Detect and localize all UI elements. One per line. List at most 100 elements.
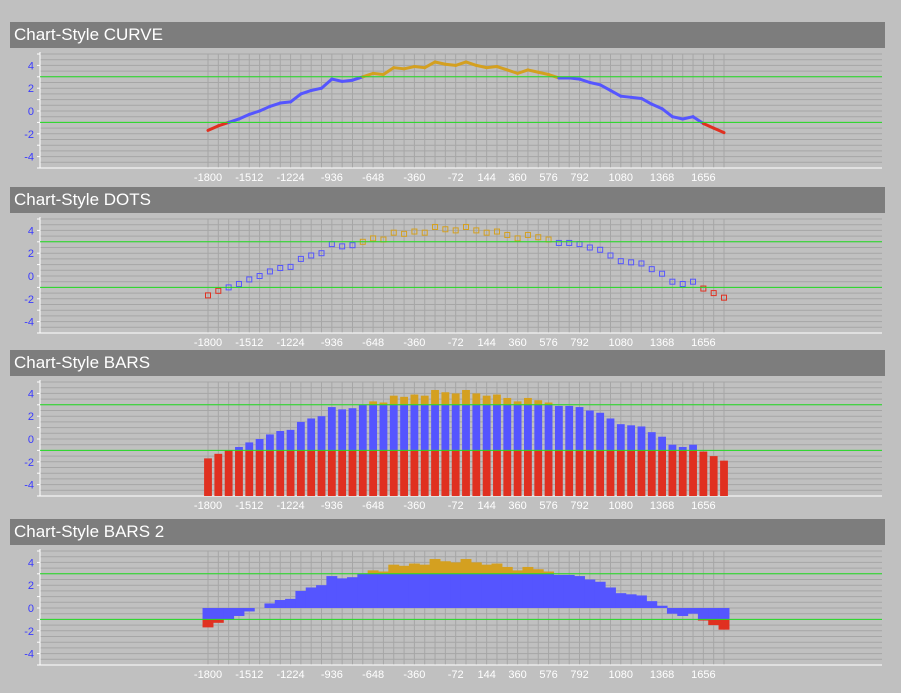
bar-segment-high <box>419 564 431 574</box>
x-tick-label: 1656 <box>691 172 715 184</box>
bar-segment-mid <box>243 608 255 612</box>
bar-segment-mid <box>718 608 730 620</box>
bar-segment-low <box>389 450 398 496</box>
data-point <box>628 259 635 266</box>
data-point <box>266 268 273 275</box>
x-tick-label: 360 <box>508 500 526 512</box>
curve-segment <box>454 60 468 67</box>
bar-segment-mid <box>677 608 689 616</box>
bar-segment-high <box>522 566 534 574</box>
x-tick-label: 576 <box>539 669 557 681</box>
bar-segment-mid <box>295 590 307 608</box>
x-tick-label: 144 <box>477 172 495 184</box>
y-tick-label: 2 <box>28 83 34 95</box>
x-tick-label: -72 <box>448 337 464 349</box>
x-tick-label: 1080 <box>609 172 633 184</box>
chart-title: Chart-Style DOTS <box>10 187 885 213</box>
bar-segment-low <box>472 450 481 496</box>
x-tick-label: -936 <box>321 172 343 184</box>
bar-segment-low <box>699 451 708 496</box>
bar-segment-low <box>451 450 460 496</box>
x-tick-label: 792 <box>570 172 588 184</box>
data-point <box>411 228 418 235</box>
bar-segment-mid <box>637 426 646 451</box>
bar-segment-low <box>718 619 730 630</box>
bar-segment-low <box>658 450 666 496</box>
curve-segment <box>639 96 654 106</box>
bar-segment-high <box>470 562 482 574</box>
data-point <box>421 229 428 236</box>
x-tick-label: 576 <box>539 500 557 512</box>
bar-segment-low <box>307 450 316 496</box>
bar-segment-high <box>491 563 503 574</box>
bar-segment-low <box>697 619 709 621</box>
bar-segment-low <box>565 450 574 496</box>
bar-segment-mid <box>544 404 553 451</box>
bar-segment-low <box>235 450 243 496</box>
bar-segment-high <box>398 565 410 574</box>
curve-segment <box>299 88 313 96</box>
y-tick-label: -2 <box>24 626 34 638</box>
x-tick-label: 1656 <box>691 500 715 512</box>
bar-segment-low <box>296 450 305 496</box>
bar-segment-low <box>338 450 347 496</box>
x-tick-label: -1512 <box>235 337 263 349</box>
x-tick-label: -1800 <box>194 669 222 681</box>
data-point <box>287 263 294 270</box>
x-tick-label: -1512 <box>235 669 263 681</box>
curve-segment <box>526 68 540 74</box>
x-tick-label: -936 <box>321 337 343 349</box>
x-tick-label: 144 <box>477 500 495 512</box>
x-tick-label: -360 <box>403 500 425 512</box>
bar-segment-low <box>317 450 326 496</box>
data-point <box>339 243 346 250</box>
data-point <box>308 252 315 259</box>
bar-segment-high <box>420 395 429 405</box>
bar-segment-mid <box>410 404 419 451</box>
curve-segment <box>320 77 334 90</box>
y-tick-label: -2 <box>24 294 34 306</box>
data-point <box>700 285 707 292</box>
curve-segment <box>567 76 582 81</box>
bar-segment-low <box>348 450 357 496</box>
data-point <box>638 260 645 267</box>
bar-segment-mid <box>389 404 398 451</box>
bar-segment-mid <box>408 573 420 608</box>
data-point <box>493 228 500 235</box>
bar-segment-mid <box>482 404 491 451</box>
bar-segment-low <box>596 450 605 496</box>
curve-segment <box>309 86 324 92</box>
bars-chart: 4 2 0 -2 -4 -1800 -1512 -1224 -936 -648 -360 -72 144… <box>24 380 882 512</box>
y-tick-label: 2 <box>28 411 34 423</box>
data-point <box>669 278 676 285</box>
curve-segment <box>361 71 375 79</box>
bar-segment-low <box>647 450 656 496</box>
y-tick-label: 2 <box>28 248 34 260</box>
bar-segment-low <box>678 450 687 496</box>
x-tick-label: -648 <box>362 337 384 349</box>
y-tick-label: 4 <box>28 557 34 569</box>
curve-segment <box>371 71 385 77</box>
x-tick-label: 792 <box>570 500 588 512</box>
data-point <box>205 292 211 299</box>
bar-segment-mid <box>574 576 585 608</box>
x-tick-label: 144 <box>477 337 495 349</box>
bar-segment-mid <box>472 404 481 451</box>
x-tick-label: 1368 <box>650 337 674 349</box>
bar-segment-low <box>575 450 584 496</box>
bar-segment-mid <box>441 404 450 451</box>
bar-segment-high <box>503 397 512 405</box>
data-point <box>401 230 408 237</box>
bar-segment-low <box>224 450 233 496</box>
bar-segment-high <box>379 402 388 405</box>
curve-segment <box>423 60 437 70</box>
bar-segment-mid <box>615 593 627 608</box>
data-point <box>390 229 397 236</box>
data-point <box>483 229 490 236</box>
bar-segment-high <box>369 401 378 405</box>
bar-segment-high <box>389 395 398 405</box>
bar-segment-low <box>255 450 264 496</box>
bar-segment-mid <box>398 573 410 608</box>
y-tick-label: -4 <box>24 480 34 492</box>
bar-segment-low <box>410 450 419 496</box>
